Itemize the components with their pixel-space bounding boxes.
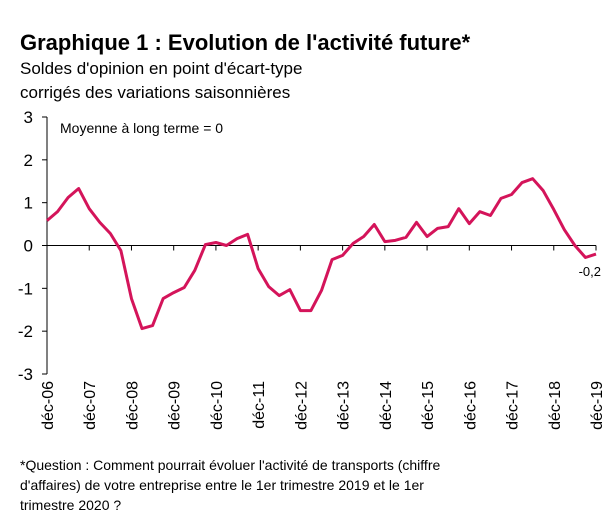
y-tick-label: 1: [24, 194, 33, 213]
subtitle: corrigés des variations saisonnières: [20, 83, 290, 102]
data-label: -0,2: [579, 264, 601, 279]
y-tick-label: -2: [18, 322, 33, 341]
x-tick-label: déc-16: [462, 381, 479, 430]
footnote: d'affaires) de votre entreprise entre le…: [20, 477, 424, 493]
x-tick-label: déc-19: [589, 381, 603, 430]
x-tick-label: déc-08: [124, 381, 141, 430]
x-tick-label: déc-09: [167, 381, 184, 430]
y-tick-label: 3: [24, 108, 33, 127]
chart-title: Graphique 1 : Evolution de l'activité fu…: [20, 30, 471, 55]
x-tick-label: déc-06: [40, 381, 57, 430]
x-tick-label: déc-12: [293, 381, 310, 430]
x-tick-label: déc-14: [378, 381, 395, 430]
subtitle: Soldes d'opinion en point d'écart-type: [20, 59, 302, 78]
x-tick-label: déc-07: [82, 381, 99, 430]
x-tick-label: déc-15: [420, 381, 437, 430]
annotation: Moyenne à long terme = 0: [60, 120, 223, 136]
line-series: [46, 177, 597, 331]
footnote: *Question : Comment pourrait évoluer l'a…: [20, 457, 440, 473]
y-tick-label: 2: [24, 151, 33, 170]
x-tick-label: déc-13: [336, 381, 353, 430]
y-tick-label: 0: [24, 237, 33, 256]
x-tick-label: déc-11: [251, 381, 268, 429]
y-tick-label: -3: [18, 365, 33, 384]
x-tick-label: déc-17: [505, 381, 522, 430]
x-tick-label: déc-10: [209, 381, 226, 430]
x-tick-label: déc-18: [547, 381, 564, 430]
y-tick-label: -1: [18, 279, 33, 298]
footnote: trimestre 2020 ?: [20, 497, 121, 513]
